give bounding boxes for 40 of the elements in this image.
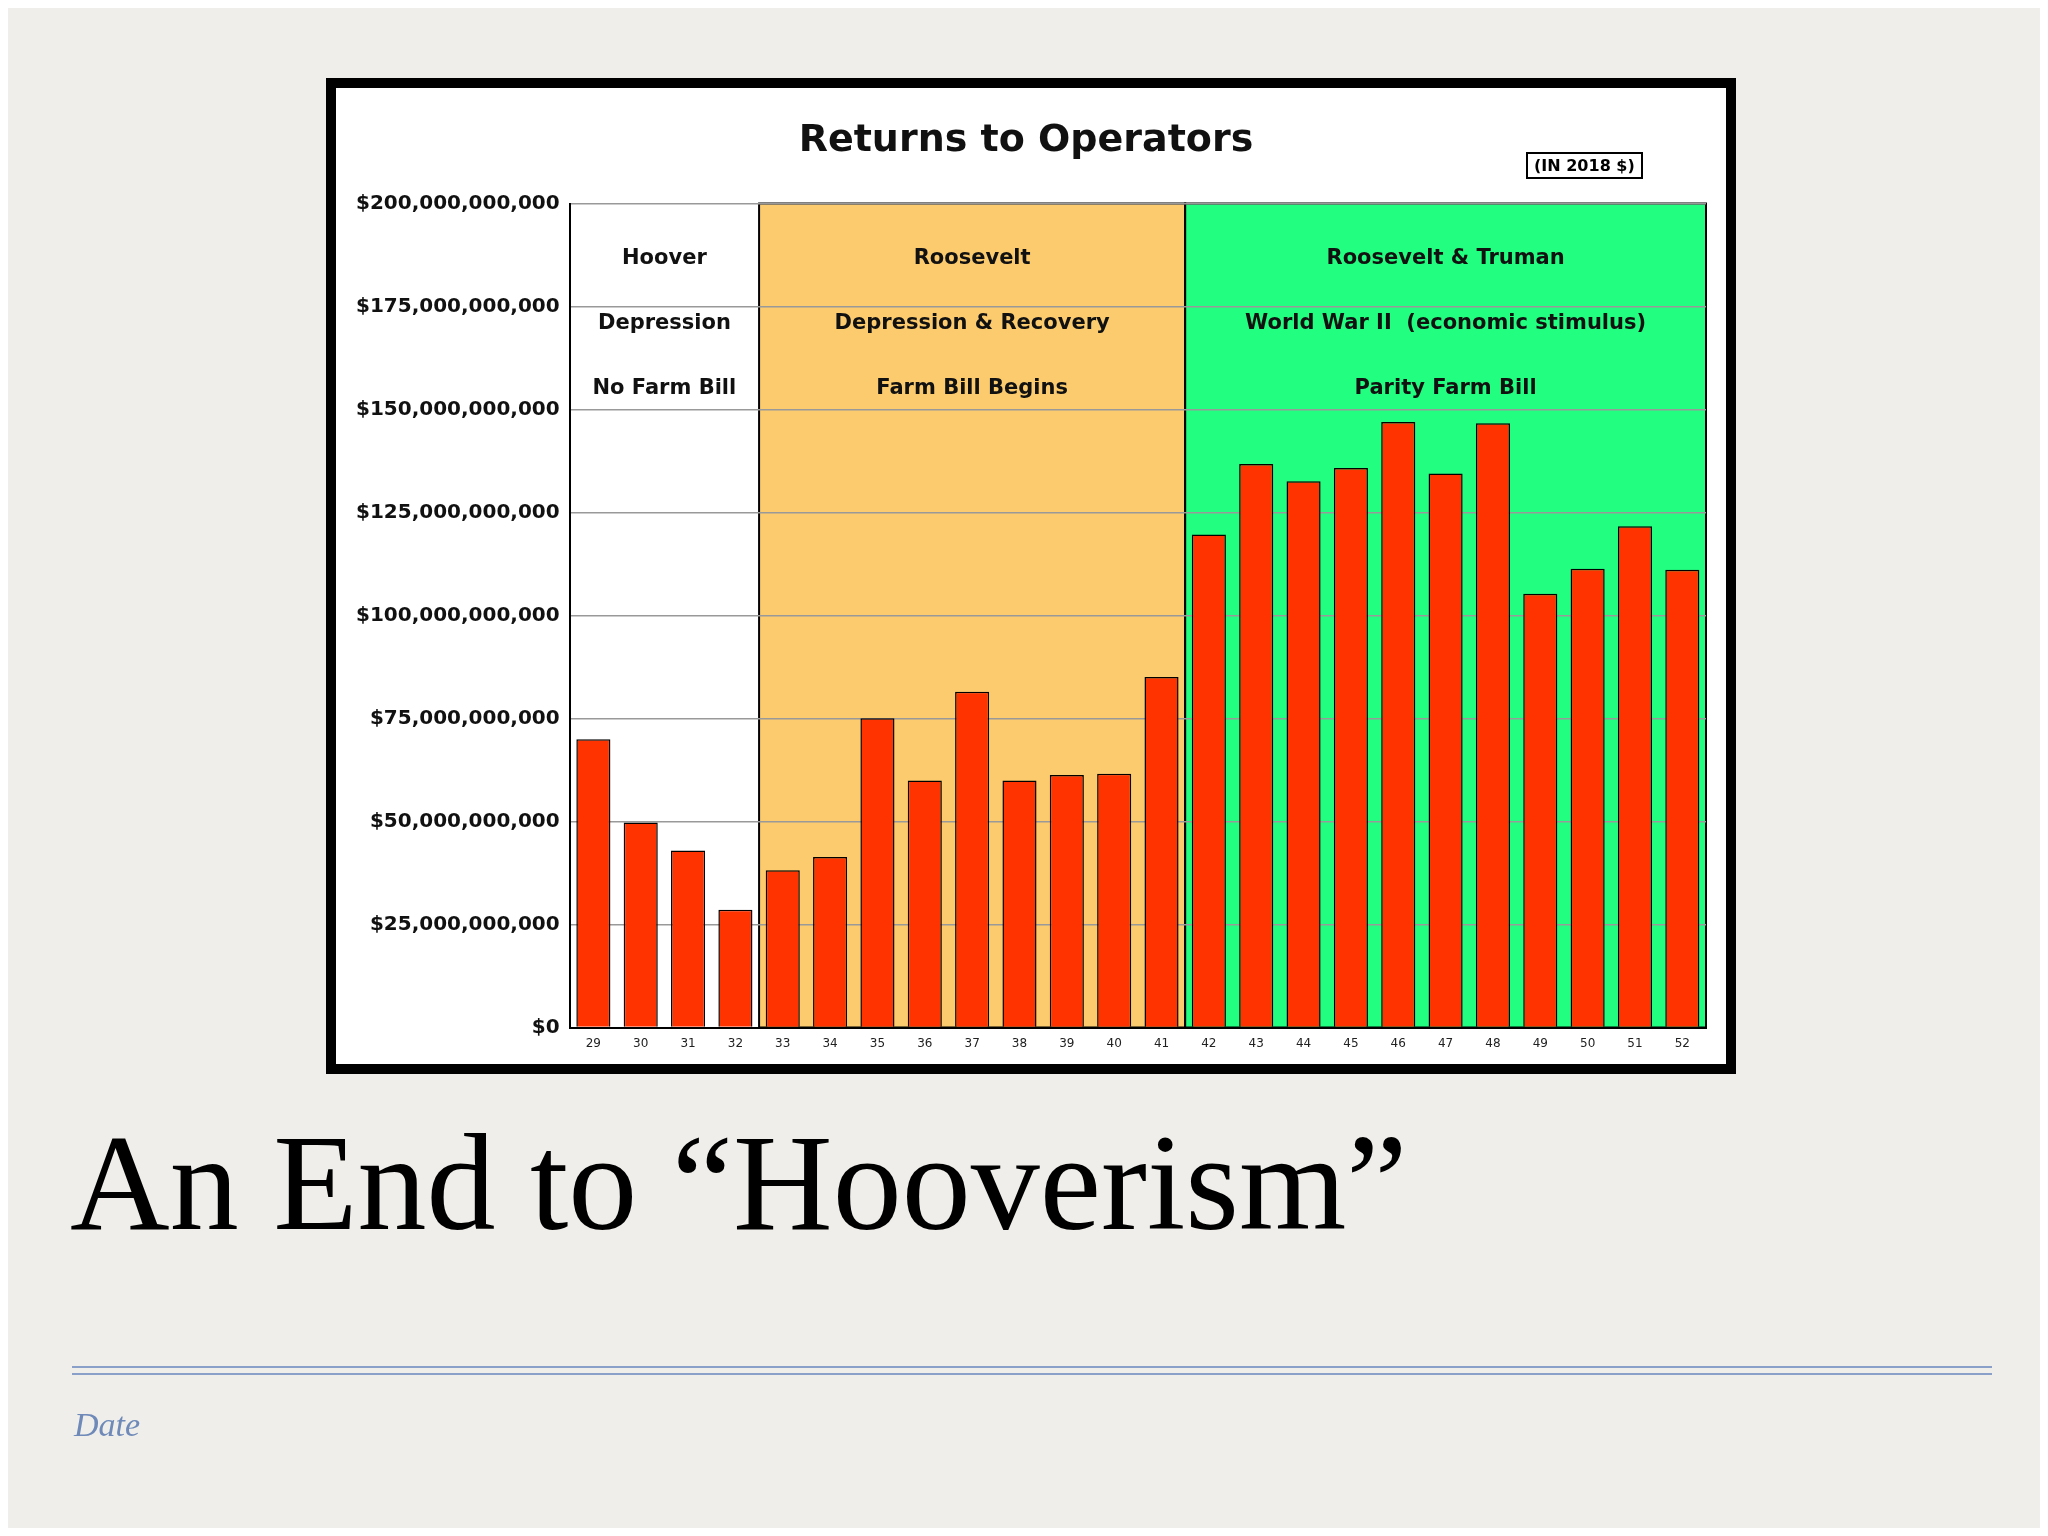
x-tick-label: 29 (585, 1035, 602, 1050)
x-tick-label: 47 (1437, 1035, 1454, 1050)
x-tick-label: 46 (1390, 1035, 1406, 1050)
text: Hoover Depression No Farm Bill (592, 245, 737, 400)
x-tick-label: 49 (1532, 1035, 1548, 1050)
x-tick-label: 50 (1579, 1035, 1596, 1050)
x-tick-label: 37 (964, 1035, 980, 1050)
text: Roosevelt & Truman World War II (economic stimulus) Parity Farm Bill (1245, 245, 1647, 400)
y-tick-label: $50,000,000,000 (369, 807, 560, 832)
x-tick-label: 39 (1059, 1035, 1075, 1050)
x-tick-label: 45 (1343, 1035, 1359, 1050)
x-tick-label: 31 (680, 1035, 696, 1050)
y-tick-label: $125,000,000,000 (356, 498, 560, 523)
x-tick-label: 48 (1485, 1035, 1501, 1050)
text: Date (74, 1406, 141, 1444)
y-tick-label: $25,000,000,000 (369, 910, 560, 935)
x-tick-label: 34 (822, 1035, 838, 1050)
x-tick-label: 35 (869, 1035, 886, 1050)
y-tick-label: $0 (531, 1013, 560, 1038)
x-tick-label: 41 (1153, 1035, 1170, 1050)
text: Roosevelt Depression & Recovery Farm Bill Begins (834, 245, 1110, 400)
x-tick-label: 44 (1295, 1035, 1312, 1050)
y-tick-label: $150,000,000,000 (356, 395, 560, 420)
y-tick-label: $200,000,000,000 (356, 189, 560, 214)
x-tick-label: 33 (775, 1035, 791, 1050)
x-tick-label: 51 (1627, 1035, 1643, 1050)
chart-title: Returns to Operators (798, 115, 1254, 160)
x-tick-label: 32 (727, 1035, 744, 1050)
y-tick-label: $100,000,000,000 (356, 601, 560, 626)
x-tick-label: 43 (1248, 1035, 1264, 1050)
x-tick-label: 30 (633, 1035, 649, 1050)
text: (IN 2018 $) (1526, 152, 1643, 179)
y-tick-label: $75,000,000,000 (369, 704, 560, 729)
x-tick-label: 42 (1201, 1035, 1217, 1050)
text: An End to “Hooverism” (70, 1105, 1408, 1261)
x-tick-label: 38 (1011, 1035, 1028, 1050)
x-tick-label: 36 (917, 1035, 933, 1050)
x-tick-label: 52 (1674, 1035, 1690, 1050)
x-tick-label: 40 (1106, 1035, 1122, 1050)
y-tick-label: $175,000,000,000 (356, 292, 560, 317)
